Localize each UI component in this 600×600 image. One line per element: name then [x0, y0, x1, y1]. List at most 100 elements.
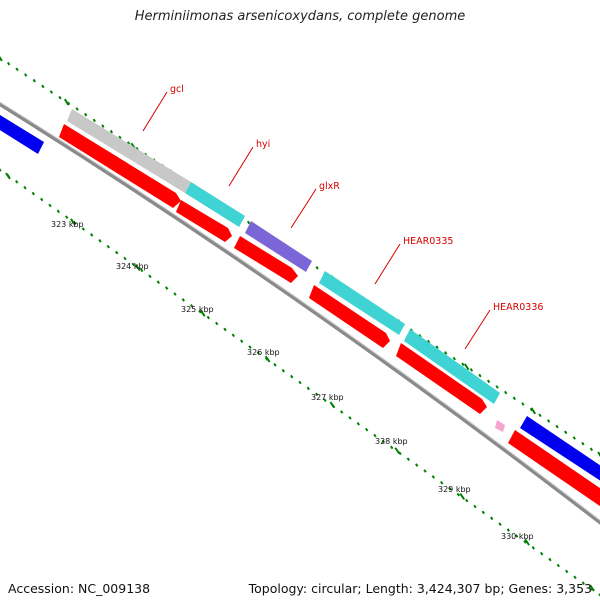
gc-dot-upper [564, 430, 568, 435]
cds-arrow-3[interactable] [234, 236, 298, 283]
gc-dot-upper [84, 112, 88, 117]
gc-dot-upper [58, 95, 62, 100]
gc-dash-lower [134, 264, 141, 272]
gc-dot-lower [148, 274, 152, 279]
gc-dot-upper [75, 107, 79, 111]
label-line-HEAR0335 [374, 243, 401, 285]
gc-dash-upper [530, 407, 537, 415]
gc-dot-lower [473, 504, 477, 509]
gc-dot-lower [123, 256, 127, 261]
feature-pink[interactable] [495, 420, 505, 432]
gc-dot-upper [32, 78, 36, 83]
gc-dot-lower [248, 345, 252, 349]
gc-dot-lower [490, 516, 494, 521]
gc-dot-lower [273, 362, 277, 367]
gc-dot-upper [504, 390, 508, 395]
gc-dot-lower [415, 463, 419, 467]
gc-dot-upper [444, 351, 448, 355]
backbone [0, 101, 600, 525]
gc-dot-lower [15, 179, 19, 184]
gc-dot-lower [198, 309, 202, 314]
gc-dot-upper [49, 90, 54, 94]
gc-dot-upper [6, 61, 11, 66]
gc-dot-upper [452, 356, 456, 361]
gc-dot-upper [572, 436, 576, 440]
gc-dot-lower [23, 185, 27, 190]
gc-dot-lower [373, 433, 377, 438]
feature-blue-right[interactable] [520, 416, 600, 487]
features [0, 109, 600, 513]
gc-dot-lower [215, 321, 219, 326]
gc-dot-lower [290, 374, 294, 379]
gc-dot-lower [81, 227, 85, 231]
gc-dot-lower [531, 545, 535, 550]
gc-dash-upper [463, 363, 470, 371]
feature-gcl[interactable] [67, 109, 191, 193]
gc-dash-upper [597, 451, 600, 459]
gc-dot-lower [165, 286, 169, 290]
label-line-HEAR0336 [464, 309, 491, 350]
gc-dot-lower [206, 315, 210, 320]
topology-text: Topology: circular; Length: 3,424,307 bp… [248, 581, 592, 596]
gc-dot-lower [465, 498, 469, 503]
cds-arrow-1[interactable] [59, 124, 181, 208]
cds-arrow-5[interactable] [396, 343, 487, 414]
gc-dot-lower [573, 575, 577, 580]
cds-arrow-6[interactable] [508, 430, 600, 513]
gc-dot-lower [556, 563, 560, 568]
gc-dash-lower [524, 538, 530, 546]
gc-dot-lower [156, 280, 160, 285]
gc-dot-lower [140, 268, 144, 273]
gc-dot-upper [435, 345, 439, 350]
feature-hyi[interactable] [185, 182, 245, 227]
gc-dot-lower [90, 233, 94, 237]
scale-label: 327 kbp [311, 393, 344, 402]
gc-dot-lower [506, 528, 510, 532]
gc-dot-lower [98, 238, 102, 243]
feature-HEAR0336[interactable] [404, 329, 500, 404]
gc-dot-upper [315, 265, 319, 270]
gc-dot-lower [56, 209, 60, 214]
feature-glxR[interactable] [245, 221, 312, 272]
gc-dot-upper [555, 424, 559, 429]
cds-arrow-2[interactable] [176, 200, 232, 242]
gc-dash-lower [459, 492, 466, 500]
gc-dot-lower [406, 457, 410, 462]
gc-dot-lower [448, 486, 452, 491]
gc-dot-upper [41, 84, 45, 89]
gc-dot-lower [106, 244, 110, 249]
gc-dash-lower [199, 309, 206, 317]
feature-blue-left[interactable] [0, 112, 44, 154]
gc-dot-upper [478, 373, 482, 378]
scale-label: 329 kbp [438, 485, 471, 494]
accession-text: Accession: NC_009138 [8, 581, 151, 596]
gc-dot-lower [423, 469, 427, 473]
gc-dot-lower [598, 593, 600, 597]
gc-dot-upper [495, 385, 499, 389]
gc-dot-lower [548, 557, 552, 562]
gc-dot-upper [24, 73, 28, 77]
backbone-highlight [0, 101, 600, 521]
gene-label-HEAR0335: HEAR0335 [403, 236, 453, 247]
gc-dot-upper [589, 447, 594, 452]
gc-dot-upper [521, 402, 525, 406]
gc-dot-lower [65, 215, 69, 220]
gc-dot-tracks [0, 54, 600, 597]
gc-dash-lower [264, 355, 271, 363]
label-line-glxR [290, 188, 317, 229]
gc-dot-lower [356, 421, 360, 426]
gene-labels: gcl hyi glxR HEAR0335 HEAR0336 [142, 84, 543, 350]
gc-dot-lower [298, 380, 302, 385]
gc-dot-lower [581, 581, 585, 586]
feature-HEAR0335[interactable] [319, 271, 405, 335]
gc-dot-lower [190, 303, 194, 308]
gc-dot-upper [15, 67, 19, 72]
gene-label-hyi: hyi [256, 139, 270, 150]
gc-dot-lower [131, 262, 135, 267]
scale-label: 323 kbp [51, 220, 84, 229]
gc-dot-lower [0, 168, 2, 172]
cds-arrow-4[interactable] [309, 285, 390, 348]
gc-dot-lower [390, 445, 394, 450]
gc-dot-lower [323, 398, 327, 403]
